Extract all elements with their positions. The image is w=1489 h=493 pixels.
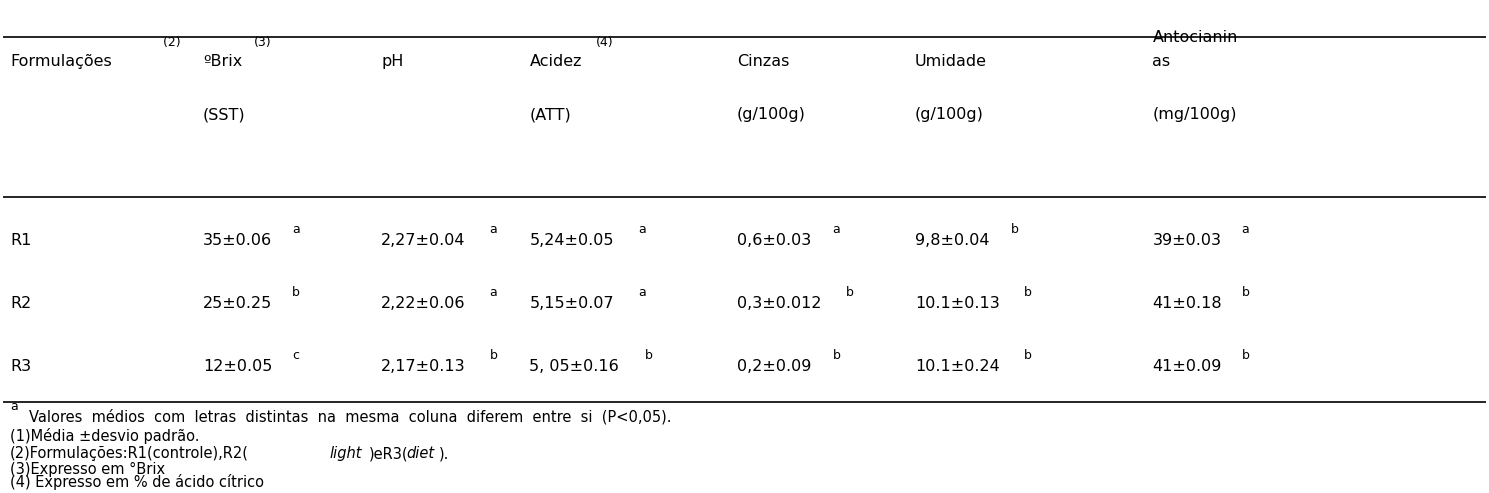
Text: 9,8±0.04: 9,8±0.04 (916, 233, 990, 248)
Text: (mg/100g): (mg/100g) (1152, 107, 1237, 122)
Text: 12±0.05: 12±0.05 (203, 359, 272, 374)
Text: R1: R1 (10, 233, 31, 248)
Text: 5,15±0.07: 5,15±0.07 (530, 296, 613, 311)
Text: b: b (292, 286, 299, 299)
Text: 2,27±0.04: 2,27±0.04 (381, 233, 466, 248)
Text: b: b (1011, 223, 1018, 236)
Text: light: light (329, 446, 362, 461)
Text: a: a (1242, 223, 1249, 236)
Text: ).: ). (439, 446, 450, 461)
Text: (g/100g): (g/100g) (916, 107, 984, 122)
Text: pH: pH (381, 54, 404, 69)
Text: b: b (1242, 349, 1249, 362)
Text: 5,24±0.05: 5,24±0.05 (530, 233, 613, 248)
Text: (2): (2) (158, 36, 180, 49)
Text: (4) Expresso em % de ácido cítrico: (4) Expresso em % de ácido cítrico (10, 474, 264, 490)
Text: b: b (645, 349, 652, 362)
Text: as: as (1152, 54, 1170, 69)
Text: c: c (292, 349, 299, 362)
Text: 25±0.25: 25±0.25 (203, 296, 272, 311)
Text: )eR3(: )eR3( (369, 446, 409, 461)
Text: 41±0.09: 41±0.09 (1152, 359, 1222, 374)
Text: 2,17±0.13: 2,17±0.13 (381, 359, 466, 374)
Text: (ATT): (ATT) (530, 107, 572, 122)
Text: Antocianin: Antocianin (1152, 30, 1237, 44)
Text: 0,2±0.09: 0,2±0.09 (737, 359, 812, 374)
Text: a: a (292, 223, 299, 236)
Text: b: b (832, 349, 841, 362)
Text: a: a (490, 223, 497, 236)
Text: 2,22±0.06: 2,22±0.06 (381, 296, 466, 311)
Text: 10.1±0.13: 10.1±0.13 (916, 296, 999, 311)
Text: a: a (10, 400, 18, 413)
Text: (4): (4) (596, 36, 613, 49)
Text: b: b (1242, 286, 1249, 299)
Text: b: b (1024, 286, 1032, 299)
Text: b: b (490, 349, 497, 362)
Text: a: a (637, 223, 646, 236)
Text: (3)Expresso em °Brix: (3)Expresso em °Brix (10, 461, 165, 477)
Text: diet: diet (406, 446, 435, 461)
Text: 41±0.18: 41±0.18 (1152, 296, 1222, 311)
Text: 39±0.03: 39±0.03 (1152, 233, 1221, 248)
Text: b: b (846, 286, 853, 299)
Text: Cinzas: Cinzas (737, 54, 789, 69)
Text: Formulações: Formulações (10, 54, 112, 69)
Text: (3): (3) (253, 36, 271, 49)
Text: R3: R3 (10, 359, 31, 374)
Text: 0,6±0.03: 0,6±0.03 (737, 233, 812, 248)
Text: Valores  médios  com  letras  distintas  na  mesma  coluna  diferem  entre  si  : Valores médios com letras distintas na m… (30, 409, 672, 425)
Text: ºBrix: ºBrix (203, 54, 243, 69)
Text: (SST): (SST) (203, 107, 246, 122)
Text: R2: R2 (10, 296, 31, 311)
Text: 5, 05±0.16: 5, 05±0.16 (530, 359, 619, 374)
Text: (1)Média ±desvio padrão.: (1)Média ±desvio padrão. (10, 428, 200, 444)
Text: (2)Formulações:R1(controle),R2(: (2)Formulações:R1(controle),R2( (10, 446, 249, 461)
Text: 10.1±0.24: 10.1±0.24 (916, 359, 999, 374)
Text: 0,3±0.012: 0,3±0.012 (737, 296, 822, 311)
Text: Umidade: Umidade (916, 54, 987, 69)
Text: b: b (1024, 349, 1032, 362)
Text: Acidez: Acidez (530, 54, 582, 69)
Text: a: a (490, 286, 497, 299)
Text: a: a (639, 286, 646, 299)
Text: 35±0.06: 35±0.06 (203, 233, 272, 248)
Text: (g/100g): (g/100g) (737, 107, 806, 122)
Text: a: a (832, 223, 840, 236)
